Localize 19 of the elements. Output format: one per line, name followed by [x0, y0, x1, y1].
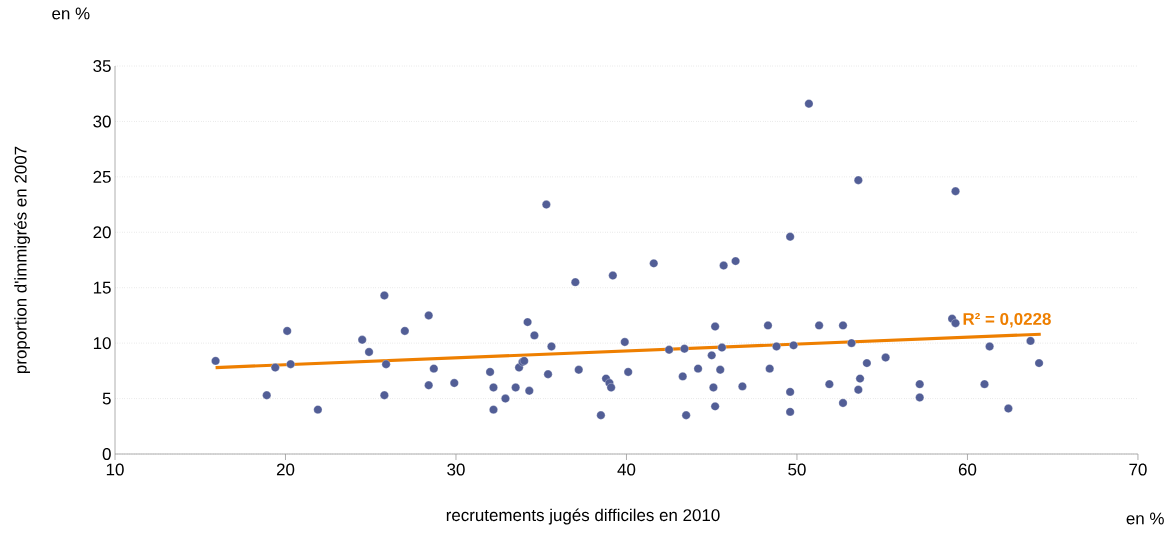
y-tick-label: 0	[102, 448, 111, 460]
x-tick-label: 20	[276, 463, 295, 476]
y-tick-label: 15	[93, 281, 111, 294]
annotation: R² = 0,0228	[963, 312, 1051, 328]
y-tick-label: 25	[93, 170, 111, 183]
x-tick-label: 40	[617, 463, 636, 476]
x-tick-label: 70	[1129, 463, 1147, 476]
x-axis-title: recrutements jugés difficiles en 2010	[446, 508, 720, 525]
y-tick-label: 35	[93, 60, 111, 72]
x-tick-label: 60	[958, 463, 977, 476]
text: en %	[52, 7, 90, 20]
y-tick-label: 20	[93, 226, 111, 239]
x-tick-label: 50	[788, 463, 806, 476]
y-tick-label: 30	[93, 115, 111, 128]
y-tick-label: 10	[93, 337, 111, 350]
text: en %	[1126, 512, 1164, 525]
x-tick-label: 30	[447, 463, 465, 476]
y-tick-label: 5	[102, 392, 111, 405]
y-axis-title: proportion d'immigrés en 2007	[14, 146, 30, 374]
